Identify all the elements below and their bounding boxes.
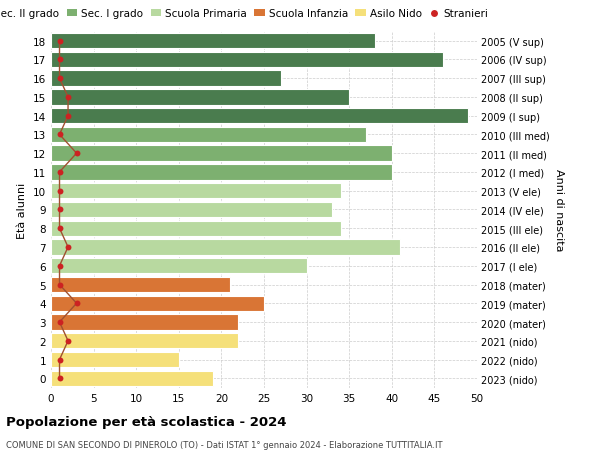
Bar [51, 165, 392, 180]
Point [55, 75, 64, 83]
Point [55, 356, 64, 364]
Point [55, 375, 64, 382]
Point [55, 281, 64, 289]
Point [72, 150, 82, 157]
Bar [51, 128, 366, 143]
Bar [51, 90, 349, 105]
Bar [51, 258, 307, 274]
Point [55, 188, 64, 195]
Text: COMUNE DI SAN SECONDO DI PINEROLO (TO) - Dati ISTAT 1° gennaio 2024 - Elaborazio: COMUNE DI SAN SECONDO DI PINEROLO (TO) -… [6, 440, 443, 449]
Bar [51, 184, 341, 199]
Point [63, 244, 73, 251]
Bar [51, 277, 230, 292]
Point [55, 169, 64, 176]
Point [63, 113, 73, 120]
Y-axis label: Anni di nascita: Anni di nascita [554, 169, 564, 251]
Bar [51, 315, 238, 330]
Bar [51, 296, 264, 311]
Point [55, 225, 64, 232]
Bar [51, 333, 238, 349]
Legend: Sec. II grado, Sec. I grado, Scuola Primaria, Scuola Infanzia, Asilo Nido, Stran: Sec. II grado, Sec. I grado, Scuola Prim… [0, 5, 493, 23]
Bar [51, 352, 179, 368]
Bar [51, 371, 213, 386]
Point [55, 319, 64, 326]
Bar [51, 34, 375, 49]
Y-axis label: Età alunni: Età alunni [17, 182, 28, 238]
Point [72, 300, 82, 307]
Text: Popolazione per età scolastica - 2024: Popolazione per età scolastica - 2024 [6, 415, 287, 428]
Bar [51, 146, 392, 162]
Point [55, 263, 64, 270]
Point [55, 131, 64, 139]
Point [55, 56, 64, 64]
Point [63, 337, 73, 345]
Point [55, 38, 64, 45]
Bar [51, 202, 332, 218]
Point [63, 94, 73, 101]
Bar [51, 71, 281, 87]
Bar [51, 109, 469, 124]
Bar [51, 221, 341, 236]
Point [55, 206, 64, 213]
Bar [51, 52, 443, 68]
Bar [51, 240, 400, 255]
